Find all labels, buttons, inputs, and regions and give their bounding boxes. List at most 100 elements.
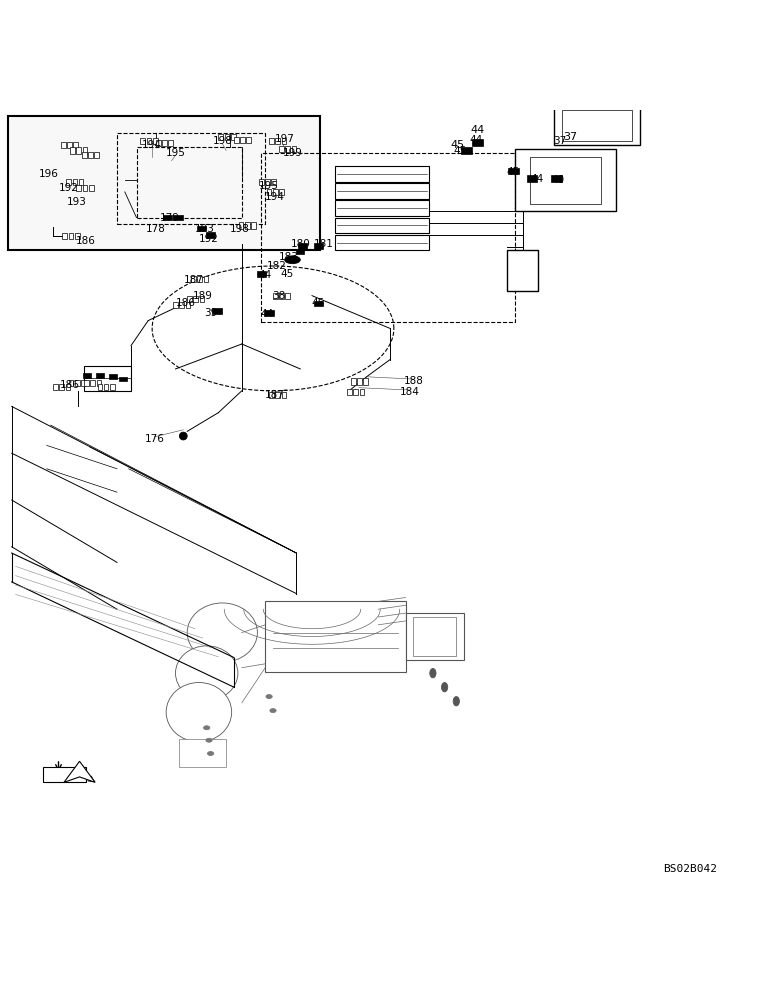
Bar [265, 179, 270, 185]
Bar [275, 138, 280, 144]
Text: 192: 192 [199, 234, 219, 244]
Text: 37: 37 [563, 132, 577, 142]
Bar [70, 147, 75, 154]
Text: 44: 44 [261, 309, 273, 319]
Bar [53, 384, 58, 390]
Text: 178: 178 [146, 224, 166, 234]
Bar [89, 185, 94, 191]
Bar [353, 389, 358, 395]
Bar [179, 739, 226, 767]
Text: BS02B042: BS02B042 [664, 864, 718, 874]
Text: 45: 45 [454, 146, 466, 156]
Text: 188: 188 [403, 376, 424, 386]
Text: 179: 179 [160, 213, 180, 223]
Bar [206, 232, 215, 238]
Bar [104, 384, 108, 390]
Bar [246, 137, 251, 143]
Text: 45: 45 [451, 140, 465, 150]
Bar [551, 175, 562, 182]
Bar [94, 152, 99, 158]
Text: 192: 192 [58, 183, 79, 193]
Bar [360, 389, 364, 395]
Bar [84, 380, 89, 386]
Bar [69, 380, 73, 386]
Bar [88, 152, 93, 158]
Ellipse shape [187, 603, 257, 662]
Text: 196: 196 [38, 169, 58, 179]
Bar [271, 179, 276, 185]
Ellipse shape [204, 726, 210, 730]
Bar [257, 271, 266, 277]
Ellipse shape [179, 432, 187, 440]
Bar [335, 166, 429, 182]
Bar [82, 152, 87, 158]
Bar [90, 380, 95, 386]
Bar [554, 105, 640, 145]
Bar [162, 140, 167, 146]
Bar [273, 189, 278, 195]
Bar [186, 302, 190, 308]
Bar [73, 142, 78, 148]
Bar [119, 377, 127, 381]
Bar [225, 134, 229, 140]
Bar [279, 293, 284, 299]
Text: 197: 197 [275, 134, 295, 144]
Bar [147, 138, 151, 144]
Text: 45: 45 [281, 269, 293, 279]
Bar [406, 613, 464, 660]
Text: 198: 198 [212, 136, 232, 146]
Ellipse shape [270, 709, 276, 713]
Bar [73, 179, 77, 185]
Bar [265, 601, 406, 672]
Bar [347, 389, 352, 395]
Bar [204, 276, 208, 282]
Bar [69, 233, 73, 239]
Bar [97, 380, 101, 386]
Bar [83, 373, 91, 378]
Bar [245, 222, 250, 229]
Text: 184: 184 [399, 387, 420, 397]
Text: 199: 199 [282, 148, 303, 158]
Bar [168, 140, 173, 146]
Text: 186: 186 [76, 236, 96, 246]
Text: 44: 44 [530, 174, 543, 184]
Bar [67, 142, 72, 148]
Text: 187: 187 [264, 390, 285, 400]
Ellipse shape [441, 683, 448, 692]
Bar [282, 392, 286, 398]
Bar [292, 146, 296, 152]
Ellipse shape [207, 752, 214, 755]
Bar [351, 378, 356, 385]
Text: 44: 44 [470, 135, 482, 145]
Bar [81, 380, 86, 386]
Text: 40: 40 [551, 175, 564, 185]
Bar [357, 378, 362, 385]
Text: 189: 189 [193, 291, 213, 301]
Bar [191, 276, 196, 282]
Bar [285, 146, 290, 152]
Bar [273, 293, 278, 299]
Bar [197, 226, 206, 231]
Ellipse shape [266, 695, 272, 699]
Text: 37: 37 [554, 136, 566, 146]
Bar [66, 179, 71, 185]
Bar [251, 222, 256, 229]
Polygon shape [64, 761, 95, 782]
Bar [153, 138, 158, 144]
Bar [526, 175, 537, 182]
Bar [335, 235, 429, 250]
Text: 194: 194 [142, 140, 162, 150]
Bar [75, 380, 80, 386]
Bar [140, 138, 145, 144]
Text: 195: 195 [165, 148, 186, 158]
Bar [66, 384, 70, 390]
Bar [96, 373, 104, 378]
Bar [363, 378, 368, 385]
Text: 45: 45 [507, 167, 519, 177]
Ellipse shape [430, 668, 436, 678]
Text: 176: 176 [144, 434, 165, 444]
Bar [76, 185, 81, 191]
Bar [508, 168, 519, 174]
Bar [507, 250, 538, 291]
Text: 181: 181 [314, 239, 334, 249]
